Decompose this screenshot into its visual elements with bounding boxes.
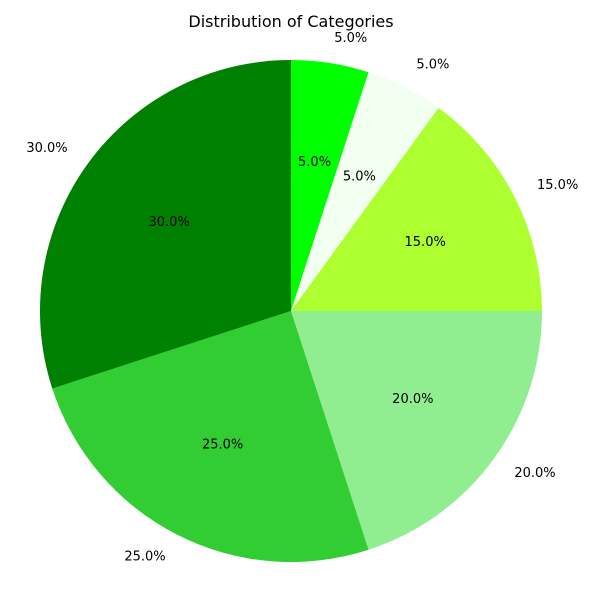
inner-labels: 5.0% 5.0% 15.0% 20.0% 25.0% 30.0% [149,155,446,453]
slice-outer-label-3: 15.0% [537,178,578,193]
slice-outer-label-4: 20.0% [514,466,555,481]
outer-labels: 5.0% 5.0% 15.0% 20.0% 25.0% 30.0% [26,31,578,565]
pie-slice-6 [39,60,291,389]
slice-inner-label-2: 5.0% [343,169,376,184]
pie-slice-1 [291,60,369,311]
pie-slice-3 [291,107,542,311]
slice-outer-label-5: 25.0% [124,550,165,565]
slice-inner-label-4: 20.0% [392,392,433,407]
pie-slice-5 [52,311,369,562]
slice-inner-label-3: 15.0% [405,235,446,250]
pie-slice-4 [291,311,542,550]
pie-slice-2 [291,72,439,311]
slice-outer-label-2: 5.0% [416,57,449,72]
pie-slices [39,60,542,562]
slice-inner-label-5: 25.0% [202,438,243,453]
slice-outer-label-6: 30.0% [26,141,67,156]
slice-inner-label-6: 30.0% [149,215,190,230]
slice-inner-label-1: 5.0% [298,155,331,170]
chart-title: Distribution of Categories [188,12,393,31]
slice-outer-label-1: 5.0% [334,31,367,46]
